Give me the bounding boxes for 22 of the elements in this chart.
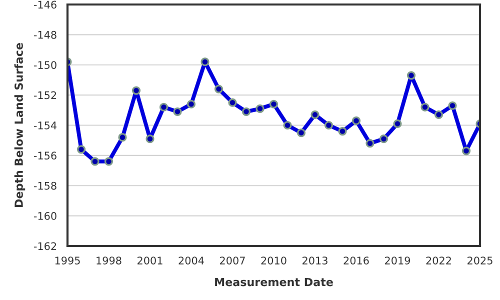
x-axis-title: Measurement Date <box>215 278 333 286</box>
y-tick-label: -150 <box>34 61 56 69</box>
x-tick-label: 2022 <box>426 256 451 264</box>
y-tick-label: -160 <box>34 212 56 220</box>
y-tick-label: -152 <box>34 91 56 100</box>
x-tick-label: 1995 <box>55 256 80 264</box>
y-tick-label: -148 <box>34 30 56 39</box>
y-tick-label: -158 <box>34 182 56 190</box>
x-tick-label: 2010 <box>261 256 286 264</box>
x-tick-label: 2025 <box>468 256 492 264</box>
x-tick-label: 2016 <box>344 256 369 264</box>
x-tick-label: 2004 <box>178 256 204 264</box>
y-tick-label: -156 <box>34 152 56 160</box>
x-tick-label: 2019 <box>385 256 410 264</box>
y-axis-title: Depth Below Land Surface <box>14 43 26 207</box>
x-tick-label: 2007 <box>220 256 245 264</box>
y-tick-label: -154 <box>34 122 56 130</box>
y-tick-label: -162 <box>34 242 56 250</box>
x-tick-label: 2013 <box>302 256 328 264</box>
x-tick-label: 1998 <box>96 256 122 264</box>
y-tick-label: -146 <box>34 0 56 9</box>
x-tick-label: 2001 <box>138 256 162 264</box>
